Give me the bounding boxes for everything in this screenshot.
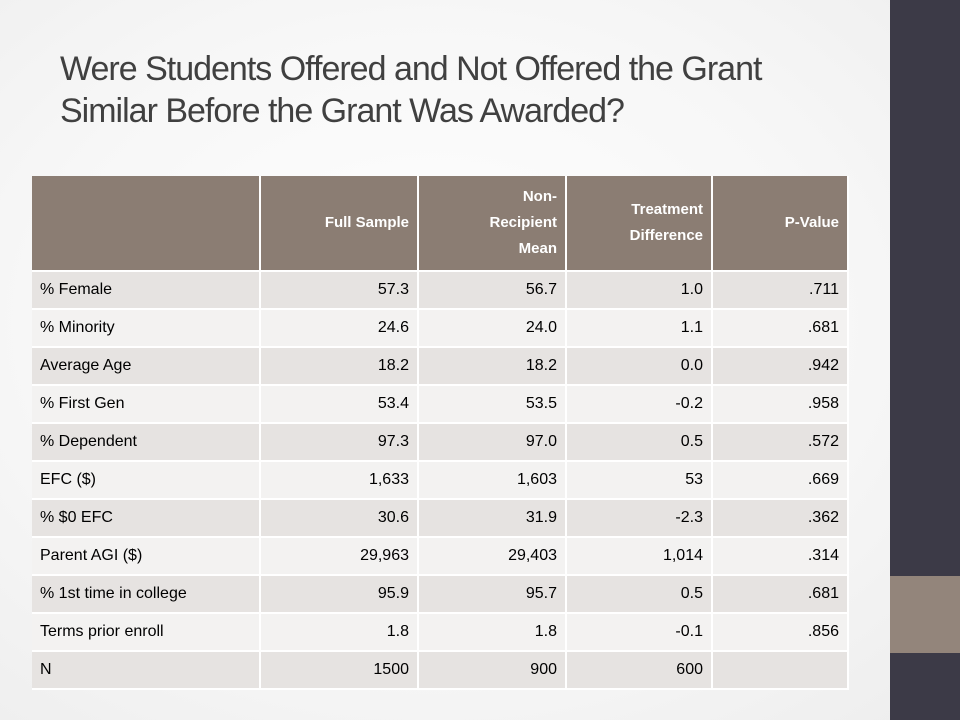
table-cell: 53.4: [260, 385, 419, 424]
table-cell: .669: [712, 461, 849, 500]
table-cell: 900: [418, 651, 567, 690]
header-row: Full Sample Non- Recipient Mean Treatment Dif…: [32, 176, 849, 272]
table-cell: 30.6: [260, 499, 419, 538]
table-cell: -0.1: [566, 613, 713, 652]
sidebar-accent-block: [890, 576, 960, 653]
table-cell: 600: [566, 651, 713, 690]
slide-title: Were Students Offered and Not Offered th…: [60, 48, 860, 132]
table-cell: .314: [712, 537, 849, 576]
column-header: Full Sample: [260, 176, 419, 272]
table-cell: .942: [712, 347, 849, 386]
column-header-text: Mean: [518, 240, 557, 257]
table-cell: 1.0: [566, 271, 713, 310]
table-cell: 1,633: [260, 461, 419, 500]
table-cell: .572: [712, 423, 849, 462]
table-cell: 0.5: [566, 423, 713, 462]
column-header-text: Treatment: [631, 201, 703, 218]
row-label: EFC ($): [32, 461, 261, 500]
table-cell: -2.3: [566, 499, 713, 538]
table-cell: 0.0: [566, 347, 713, 386]
table-cell: 1,603: [418, 461, 567, 500]
table-cell: 1.1: [566, 309, 713, 348]
table-row: N 1500 900 600: [32, 651, 849, 690]
column-header-text: Recipient: [489, 214, 557, 231]
table-header: Full Sample Non- Recipient Mean Treatment Dif…: [32, 176, 849, 272]
column-header: P-Value: [712, 176, 849, 272]
table-cell: 29,403: [418, 537, 567, 576]
table-cell: 97.0: [418, 423, 567, 462]
row-label: % Minority: [32, 309, 261, 348]
table-cell: 24.0: [418, 309, 567, 348]
row-label: % $0 EFC: [32, 499, 261, 538]
table-row: Average Age 18.2 18.2 0.0.942: [32, 347, 849, 386]
row-label: % Dependent: [32, 423, 261, 462]
table-cell: .958: [712, 385, 849, 424]
table-row: % Minority 24.6 24.0 1.1.681: [32, 309, 849, 348]
table-cell: 97.3: [260, 423, 419, 462]
table-cell: -0.2: [566, 385, 713, 424]
row-label: Average Age: [32, 347, 261, 386]
table-row: % Female 57.3 56.7 1.0.711: [32, 271, 849, 310]
table-row: % Dependent 97.3 97.0 0.5.572: [32, 423, 849, 462]
table-cell: 57.3: [260, 271, 419, 310]
comparison-table: Full Sample Non- Recipient Mean Treatment Dif…: [32, 176, 849, 690]
column-header-text: Difference: [629, 227, 703, 244]
table-cell: 1.8: [260, 613, 419, 652]
table-row: % First Gen 53.4 53.5 -0.2.958: [32, 385, 849, 424]
row-label: % Female: [32, 271, 261, 310]
table-cell: .711: [712, 271, 849, 310]
table-cell: 24.6: [260, 309, 419, 348]
table-cell: [712, 651, 849, 690]
table-cell: 29,963: [260, 537, 419, 576]
title-line-2: Similar Before the Grant Was Awarded?: [60, 92, 625, 130]
table-cell: 0.5: [566, 575, 713, 614]
table-cell: 53: [566, 461, 713, 500]
table-cell: 95.7: [418, 575, 567, 614]
row-label: N: [32, 651, 261, 690]
table-cell: 53.5: [418, 385, 567, 424]
row-label: Terms prior enroll: [32, 613, 261, 652]
table-cell: 1.8: [418, 613, 567, 652]
table-row: % 1st time in college 95.9 95.7 0.5.681: [32, 575, 849, 614]
table-cell: .681: [712, 309, 849, 348]
table-cell: .362: [712, 499, 849, 538]
table-cell: 1,014: [566, 537, 713, 576]
table-cell: 56.7: [418, 271, 567, 310]
table-cell: 31.9: [418, 499, 567, 538]
table-body: % Female 57.3 56.7 1.0.711% Minority 24.6 24.…: [32, 271, 849, 690]
table-cell: 95.9: [260, 575, 419, 614]
column-header-text: P-Value: [784, 214, 839, 231]
table-row: EFC ($) 1,633 1,603 53.669: [32, 461, 849, 500]
table-row: Parent AGI ($) 29,963 29,403 1,014.314: [32, 537, 849, 576]
column-header: Treatment Difference: [566, 176, 713, 272]
table-cell: 18.2: [418, 347, 567, 386]
column-header-text: Full Sample: [324, 214, 409, 231]
row-label: % First Gen: [32, 385, 261, 424]
table-row: Terms prior enroll 1.8 1.8 -0.1.856: [32, 613, 849, 652]
table-cell: .681: [712, 575, 849, 614]
table-cell: .856: [712, 613, 849, 652]
column-header: [32, 176, 261, 272]
table-row: % $0 EFC 30.6 31.9 -2.3.362: [32, 499, 849, 538]
title-line-1: Were Students Offered and Not Offered th…: [60, 50, 762, 88]
column-header: Non- Recipient Mean: [418, 176, 567, 272]
column-header-text: Non-: [522, 188, 557, 205]
table-cell: 1500: [260, 651, 419, 690]
table-cell: 18.2: [260, 347, 419, 386]
row-label: Parent AGI ($): [32, 537, 261, 576]
row-label: % 1st time in college: [32, 575, 261, 614]
